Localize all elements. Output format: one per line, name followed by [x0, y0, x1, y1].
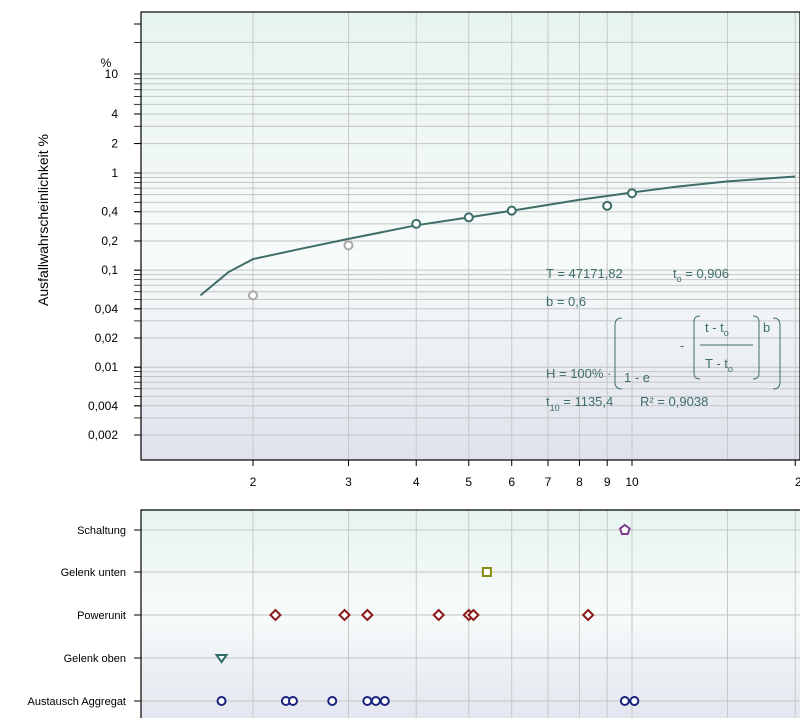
category-labels: Schaltung Gelenk unten Powerunit Gelenk obe…: [28, 525, 141, 708]
x-tick-label: 8: [576, 475, 583, 489]
strip-data-point: [362, 696, 373, 706]
y-tick-label: 0,02: [95, 331, 119, 345]
strip-data-point: [618, 523, 631, 535]
strip-data-points: [214, 523, 640, 706]
param-T: T = 47171,82: [546, 266, 623, 281]
x-tick-label: 20: [795, 475, 800, 489]
strip-data-point: [216, 696, 227, 706]
data-point: [343, 240, 354, 251]
x-tick-label: 6: [508, 475, 515, 489]
x-tick-label: 10: [625, 475, 639, 489]
weibull-probability-plot: 10 4 2 1 0,4 0,2 0,1 0,04 0,02 0,01 0,004 0,002 2 3 4…: [35, 11, 800, 489]
data-point: [411, 218, 422, 229]
strip-data-point: [338, 608, 351, 622]
y-tick-label: 0,002: [88, 428, 118, 442]
x-tick-label: 3: [345, 475, 352, 489]
data-point: [248, 290, 258, 301]
formula-denominator: T - to: [705, 356, 733, 374]
formula-H: H = 100% ·: [546, 366, 611, 381]
y-tick-label: 0,004: [88, 399, 118, 413]
grid-lines: [141, 12, 800, 460]
category-label: Gelenk unten: [61, 567, 126, 579]
strip-data-point: [581, 608, 595, 622]
y-tick-label: 1: [111, 166, 118, 180]
data-point: [463, 212, 474, 223]
x-tick-label: 7: [545, 475, 552, 489]
strip-data-point: [629, 696, 640, 706]
category-label: Schaltung: [77, 525, 126, 537]
strip-data-point: [360, 608, 374, 622]
strip-data-point: [467, 608, 480, 622]
category-label: Austausch Aggregat: [28, 696, 126, 708]
strip-data-point: [432, 608, 446, 622]
strip-data-point: [269, 608, 282, 622]
formula-numerator: t - to: [705, 320, 729, 338]
strip-data-point: [214, 654, 229, 664]
data-point: [602, 200, 613, 211]
category-label: Gelenk oben: [64, 653, 126, 665]
formula-one-minus-e: 1 - e: [624, 370, 650, 385]
fit-parameters-annotation: T = 47171,82 to = 0,906 b = 0,6 H = 100%…: [546, 266, 781, 413]
y-tick-label: 4: [111, 107, 118, 121]
x-tick-label: 2: [250, 475, 257, 489]
strip-data-point: [327, 696, 338, 706]
plot-frame: [140, 11, 800, 461]
data-point: [506, 205, 517, 216]
x-tick-label: 9: [604, 475, 611, 489]
strip-plot-frame: [140, 509, 800, 718]
y-axis-label: Ausfallwahrscheinlichkeit %: [35, 134, 51, 306]
param-t0: to = 0,906: [673, 266, 729, 284]
category-label: Powerunit: [77, 610, 126, 622]
data-point: [627, 188, 637, 199]
x-tick-label: 4: [413, 475, 420, 489]
param-r2: R² = 0,9038: [640, 394, 708, 409]
formula-inner-bracket-right: [752, 315, 760, 380]
formula-inner-bracket-left: [693, 315, 701, 380]
y-tick-label: 0,04: [95, 302, 119, 316]
y-tick-label: 0,1: [101, 263, 118, 277]
formula-outer-bracket-left: [614, 317, 623, 390]
strip-data-point: [370, 696, 381, 706]
plot-area-background: [141, 12, 800, 460]
y-tick-label: 2: [111, 137, 118, 151]
strip-data-point: [287, 696, 298, 706]
y-unit-label: %: [101, 56, 112, 70]
strip-data-point: [619, 696, 630, 706]
x-tick-label: 5: [465, 475, 472, 489]
strip-grid-lines: [141, 510, 800, 718]
y-tick-label: 0,2: [101, 234, 118, 248]
y-tick-label: 0,01: [95, 360, 119, 374]
y-tick-label: 0,4: [101, 205, 118, 219]
x-axis-ticks: 2 3 4 5 6 7 8 9 10 20: [250, 460, 800, 489]
param-b: b = 0,6: [546, 294, 586, 309]
strip-data-point: [379, 696, 390, 706]
failure-cause-strip-plot: Schaltung Gelenk unten Powerunit Gelenk obe…: [28, 509, 800, 718]
param-t10: t10 = 1135,4: [546, 394, 613, 413]
y-axis-ticks: 10 4 2 1 0,4 0,2 0,1 0,04 0,02 0,01 0,004 0,002: [88, 23, 141, 442]
data-points: [248, 188, 637, 301]
formula-minus: -: [680, 338, 684, 353]
formula-exponent-b: b: [763, 320, 770, 335]
strip-data-point: [481, 567, 492, 577]
y-tick-label: 10: [105, 67, 119, 81]
formula-outer-bracket-right: [772, 317, 781, 390]
